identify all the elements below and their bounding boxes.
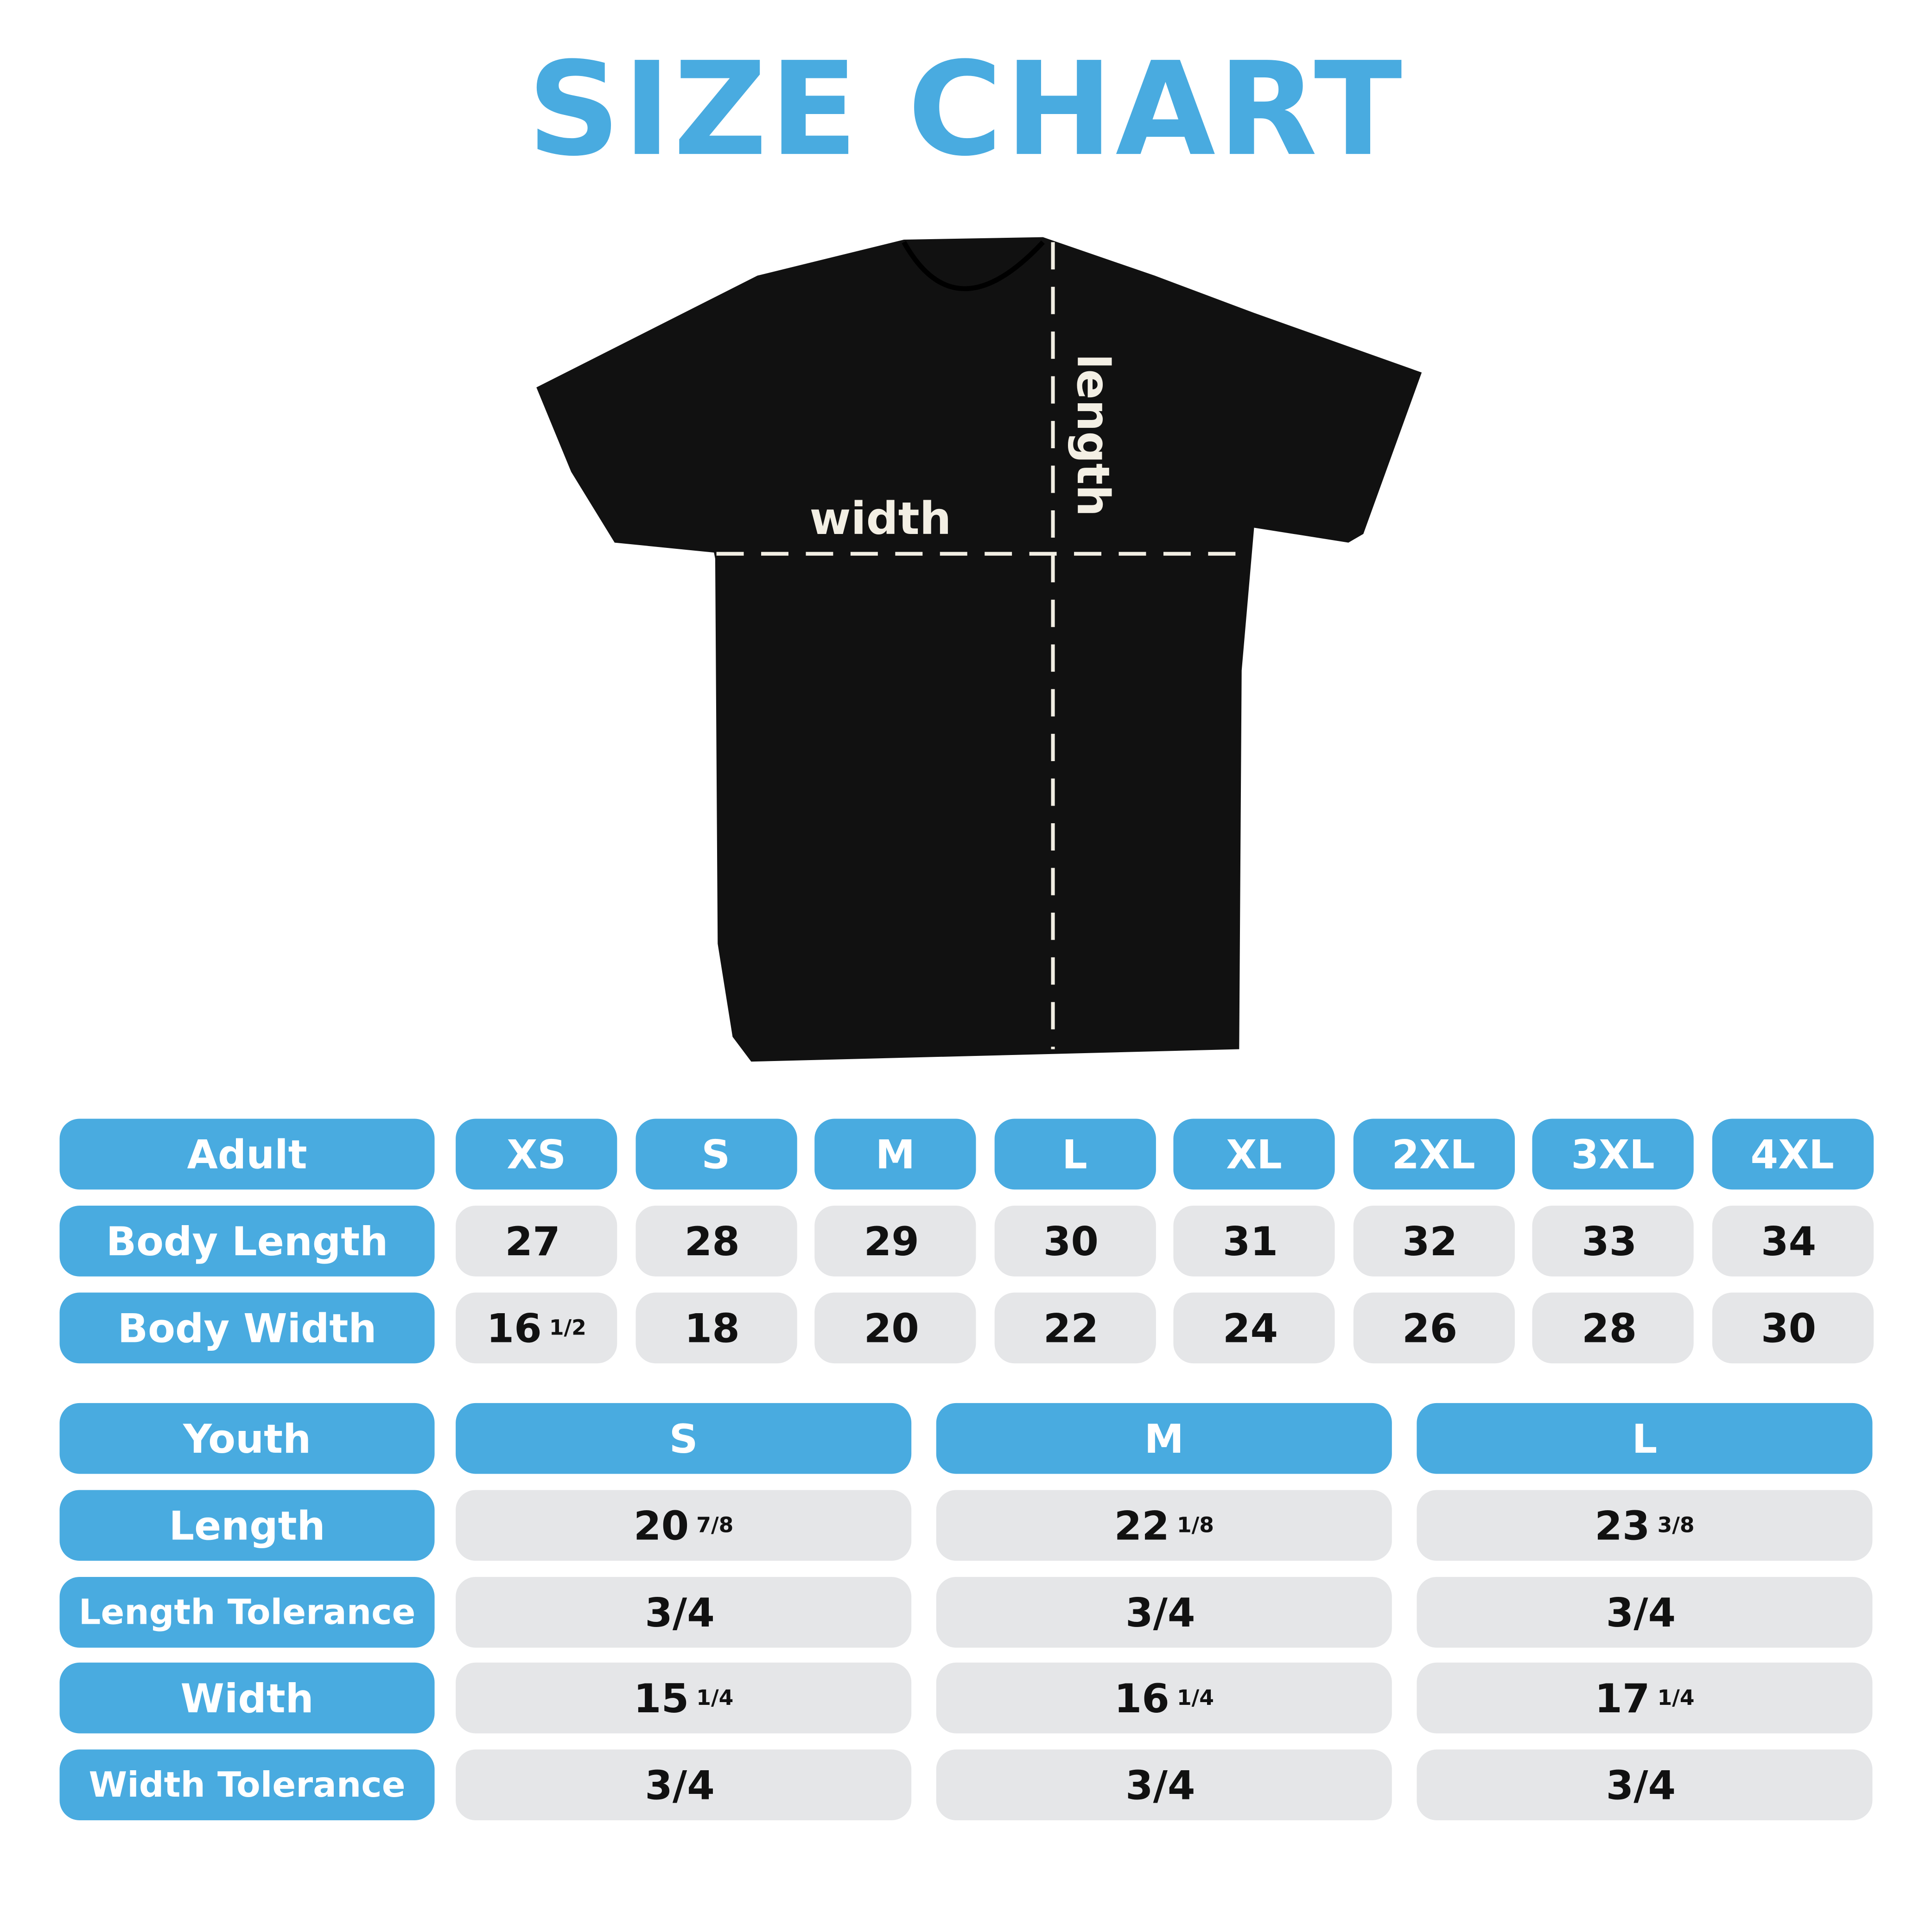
table-cell: 32 bbox=[1353, 1206, 1514, 1277]
table-cell: 3/4 bbox=[936, 1576, 1392, 1648]
whole-value: 22 bbox=[1043, 1304, 1099, 1352]
row-label: Width bbox=[59, 1662, 435, 1734]
whole-value: 18 bbox=[684, 1304, 740, 1352]
whole-value: 27 bbox=[505, 1217, 560, 1265]
whole-value: 28 bbox=[684, 1217, 740, 1265]
youth-size-header-l: L bbox=[1417, 1403, 1873, 1474]
fraction-value: 1/8 bbox=[1176, 1513, 1214, 1538]
table-cell: 29 bbox=[814, 1206, 976, 1277]
size-header-s: S bbox=[635, 1119, 797, 1190]
whole-value: 31 bbox=[1222, 1217, 1278, 1265]
width-label: width bbox=[810, 492, 952, 545]
table-cell: 24 bbox=[1173, 1292, 1335, 1364]
table-cell: 18 bbox=[635, 1292, 797, 1364]
size-header-4xl: 4XL bbox=[1711, 1119, 1873, 1190]
whole-value: 29 bbox=[864, 1217, 919, 1265]
whole-value: 16 bbox=[486, 1304, 542, 1352]
fraction-value: 1/4 bbox=[696, 1685, 734, 1710]
tshirt-diagram: width length bbox=[536, 237, 1422, 1062]
whole-value: 30 bbox=[1043, 1217, 1099, 1265]
whole-value: 26 bbox=[1402, 1304, 1458, 1352]
whole-value: 20 bbox=[633, 1501, 689, 1549]
row-label: Body Length bbox=[59, 1206, 435, 1277]
table-cell: 20 bbox=[814, 1292, 976, 1364]
length-label: length bbox=[1067, 354, 1119, 516]
row-label: Width Tolerance bbox=[59, 1749, 435, 1820]
whole-value: 3/4 bbox=[645, 1761, 715, 1809]
size-header-xl: XL bbox=[1173, 1119, 1335, 1190]
size-header-3xl: 3XL bbox=[1532, 1119, 1694, 1190]
size-header-2xl: 2XL bbox=[1353, 1119, 1514, 1190]
row-label: Length Tolerance bbox=[59, 1576, 435, 1648]
youth-header: Youth bbox=[59, 1403, 435, 1474]
whole-value: 3/4 bbox=[645, 1589, 715, 1636]
collar bbox=[902, 240, 1045, 291]
table-cell: 17 1/4 bbox=[1417, 1662, 1873, 1734]
size-header-xs: XS bbox=[456, 1119, 617, 1190]
whole-value: 34 bbox=[1761, 1217, 1817, 1265]
whole-value: 20 bbox=[864, 1304, 919, 1352]
page-title: SIZE CHART bbox=[527, 33, 1405, 185]
fraction-value: 3/8 bbox=[1657, 1513, 1695, 1538]
table-cell: 3/4 bbox=[456, 1749, 912, 1820]
tshirt-image bbox=[536, 237, 1422, 1062]
table-cell: 28 bbox=[1532, 1292, 1694, 1364]
table-cell: 33 bbox=[1532, 1206, 1694, 1277]
fraction-value: 1/4 bbox=[1176, 1685, 1214, 1710]
row-label: Length bbox=[59, 1490, 435, 1561]
whole-value: 28 bbox=[1581, 1304, 1637, 1352]
table-cell: 23 3/8 bbox=[1417, 1490, 1873, 1561]
whole-value: 3/4 bbox=[1606, 1589, 1676, 1636]
table-cell: 30 bbox=[1711, 1292, 1873, 1364]
table-cell: 20 7/8 bbox=[456, 1490, 912, 1561]
adult-header: Adult bbox=[59, 1119, 435, 1190]
table-cell: 31 bbox=[1173, 1206, 1335, 1277]
table-cell: 16 1/2 bbox=[456, 1292, 617, 1364]
table-cell: 3/4 bbox=[456, 1576, 912, 1648]
whole-value: 3/4 bbox=[1606, 1761, 1676, 1809]
whole-value: 3/4 bbox=[1125, 1589, 1195, 1636]
size-header-l: L bbox=[994, 1119, 1156, 1190]
table-cell: 16 1/4 bbox=[936, 1662, 1392, 1734]
whole-value: 3/4 bbox=[1125, 1761, 1195, 1809]
whole-value: 30 bbox=[1761, 1304, 1817, 1352]
row-label: Body Width bbox=[59, 1292, 435, 1364]
table-cell: 3/4 bbox=[1417, 1749, 1873, 1820]
youth-size-header-m: M bbox=[936, 1403, 1392, 1474]
table-cell: 22 1/8 bbox=[936, 1490, 1392, 1561]
table-cell: 3/4 bbox=[936, 1749, 1392, 1820]
table-cell: 27 bbox=[456, 1206, 617, 1277]
fraction-value: 7/8 bbox=[696, 1513, 734, 1538]
whole-value: 16 bbox=[1114, 1674, 1169, 1722]
whole-value: 22 bbox=[1114, 1501, 1169, 1549]
size-header-m: M bbox=[814, 1119, 976, 1190]
whole-value: 33 bbox=[1581, 1217, 1637, 1265]
table-cell: 28 bbox=[635, 1206, 797, 1277]
fraction-value: 1/4 bbox=[1657, 1685, 1695, 1710]
whole-value: 32 bbox=[1402, 1217, 1458, 1265]
table-cell: 34 bbox=[1711, 1206, 1873, 1277]
whole-value: 15 bbox=[633, 1674, 689, 1722]
whole-value: 24 bbox=[1222, 1304, 1278, 1352]
table-cell: 3/4 bbox=[1417, 1576, 1873, 1648]
youth-size-header-s: S bbox=[456, 1403, 912, 1474]
whole-value: 17 bbox=[1595, 1674, 1650, 1722]
fraction-value: 1/2 bbox=[549, 1316, 586, 1341]
table-cell: 22 bbox=[994, 1292, 1156, 1364]
table-cell: 30 bbox=[994, 1206, 1156, 1277]
whole-value: 23 bbox=[1595, 1501, 1650, 1549]
table-cell: 26 bbox=[1353, 1292, 1514, 1364]
table-cell: 15 1/4 bbox=[456, 1662, 912, 1734]
